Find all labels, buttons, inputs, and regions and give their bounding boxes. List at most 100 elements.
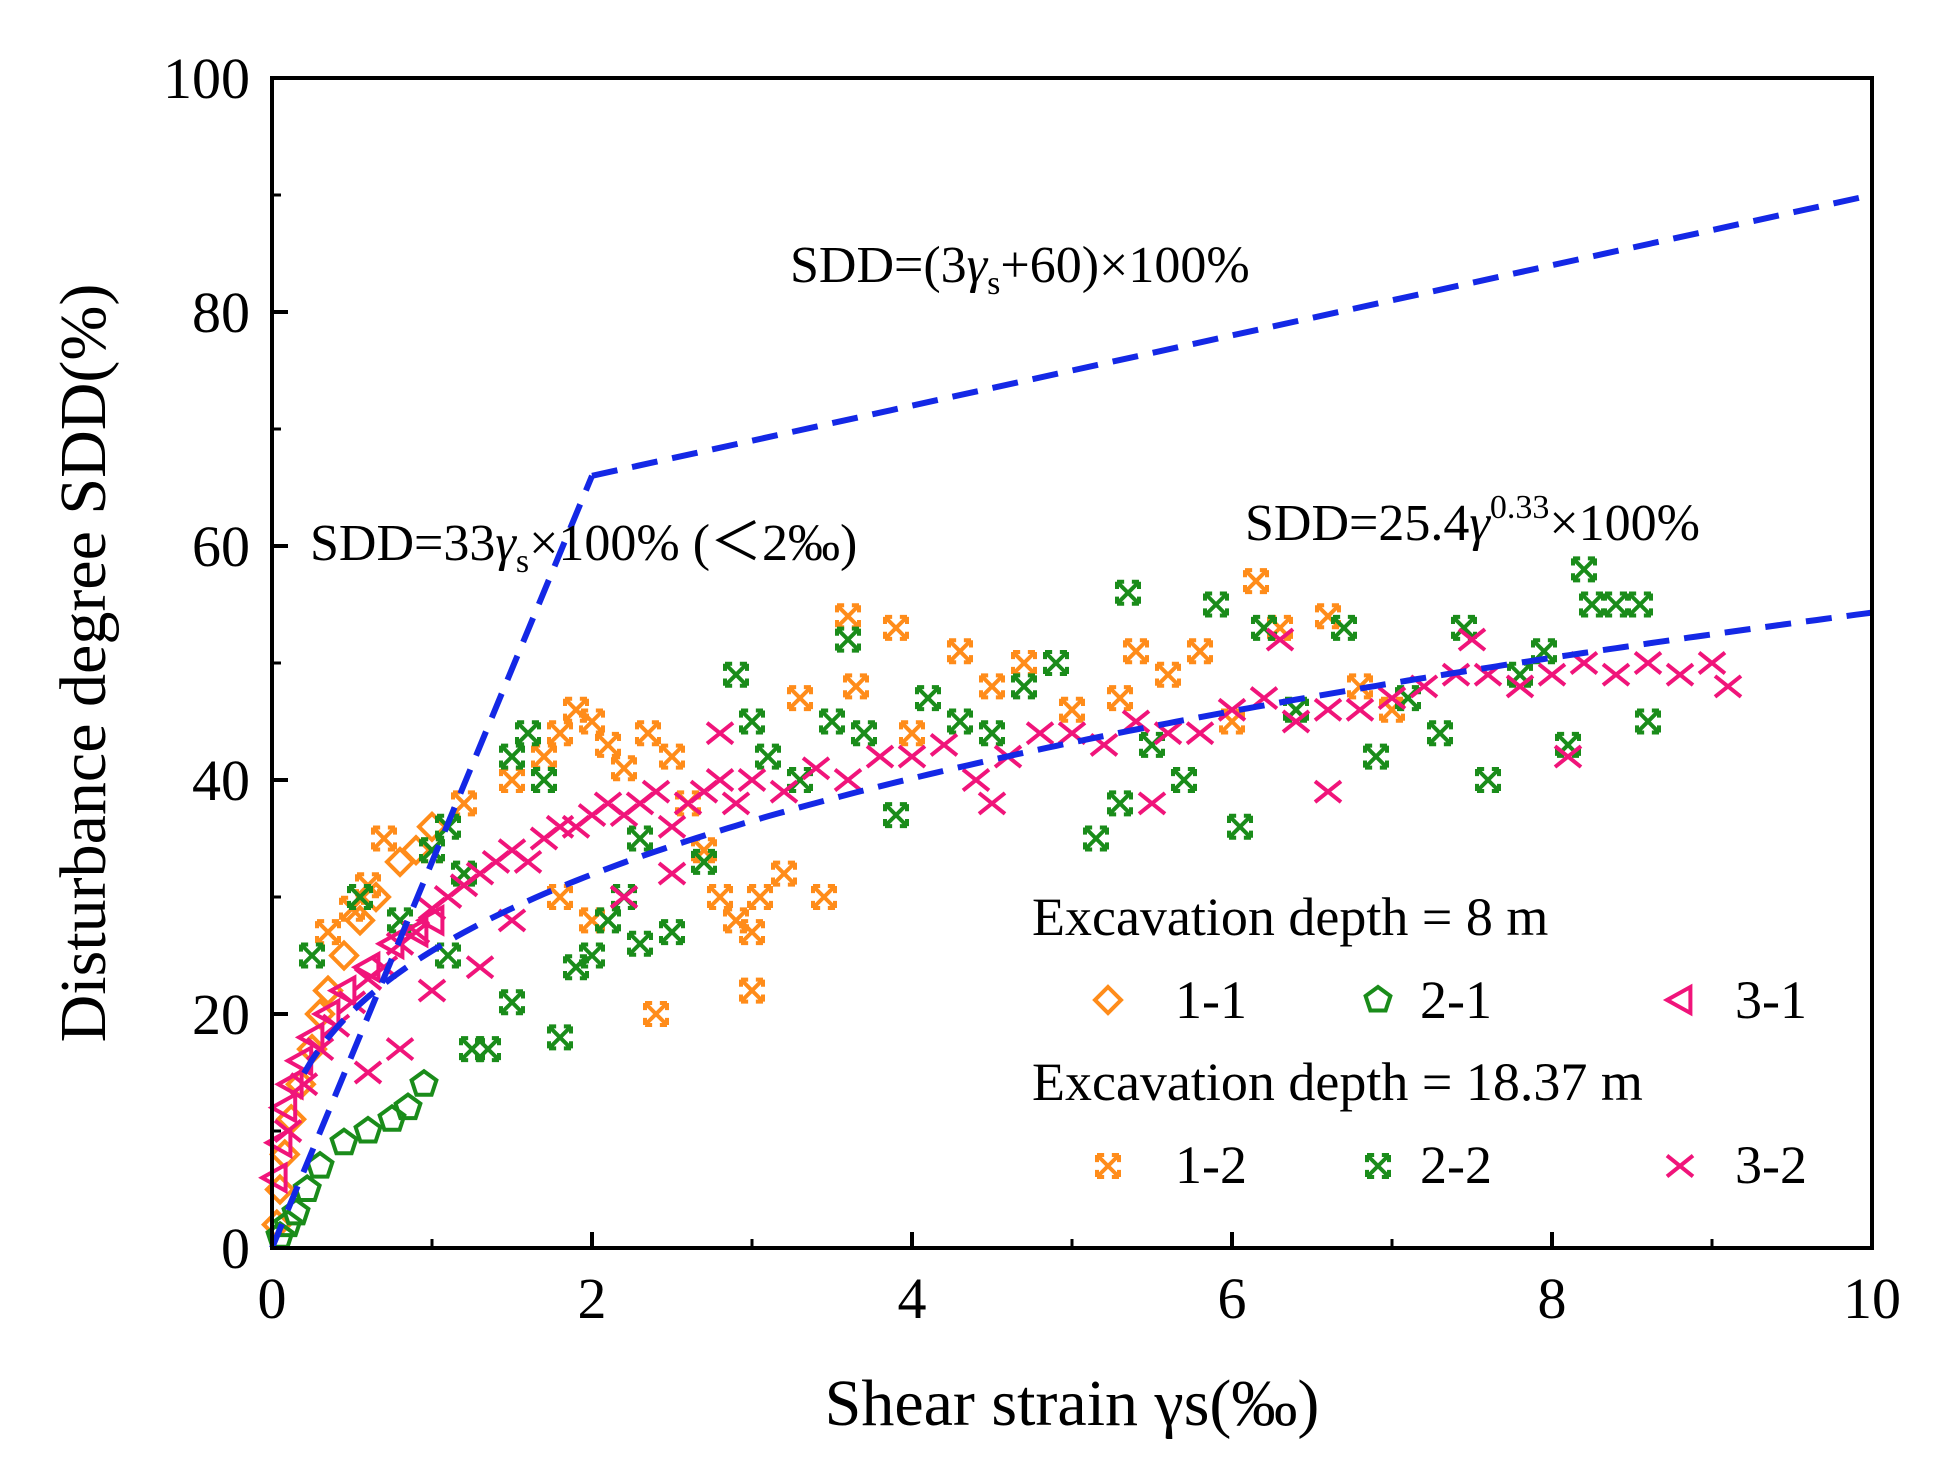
point-2-2-50 — [1571, 556, 1597, 583]
x-tick-label-0: 0 — [258, 1266, 287, 1331]
point-1-2-39 — [547, 884, 573, 910]
point-2-2-11 — [547, 1024, 573, 1051]
point-1-2-43 — [315, 919, 341, 946]
point-3-2-36 — [961, 768, 991, 792]
point-3-2-68 — [705, 721, 735, 746]
point-2-2-36 — [1171, 767, 1197, 793]
fit-line-power-fit — [301, 609, 1873, 1075]
point-2-1-7 — [377, 1103, 407, 1132]
point-2-1-1 — [273, 1209, 303, 1238]
point-2-2-51 — [1579, 591, 1605, 618]
point-3-2-35 — [929, 732, 959, 757]
point-3-2-65 — [353, 1060, 383, 1085]
point-1-1-8 — [328, 939, 360, 972]
points-layer — [258, 556, 1743, 1249]
legend-marker-2-2 — [1365, 1153, 1391, 1179]
point-1-2-26 — [1059, 696, 1085, 723]
point-2-2-32 — [1083, 825, 1109, 852]
legend-symbol-1-2 — [1095, 1153, 1121, 1179]
legend-marker-1-2 — [1095, 1153, 1121, 1179]
point-3-2-34 — [897, 744, 927, 769]
legend-group2-title: Excavation depth = 18.37 m — [1032, 1052, 1643, 1112]
point-3-2-72 — [1553, 744, 1583, 769]
legend-marker-1-1 — [1092, 984, 1124, 1016]
point-3-2-23 — [641, 779, 671, 804]
point-3-2-38 — [1025, 721, 1055, 746]
point-3-2-49 — [1377, 686, 1407, 711]
point-1-2-38 — [739, 977, 765, 1004]
point-3-2-0 — [273, 1119, 303, 1143]
point-2-1-3 — [292, 1174, 322, 1202]
point-2-2-17 — [659, 919, 685, 946]
y-tick-label-0: 0 — [221, 1216, 250, 1281]
legend-label-2-1: 2-1 — [1420, 970, 1492, 1030]
point-3-2-31 — [801, 756, 831, 781]
legend-label-1-2: 1-2 — [1175, 1135, 1247, 1195]
point-2-2-25 — [851, 720, 877, 747]
legend: Excavation depth = 8 m 1-1 2-1 3-1 Excav… — [1032, 887, 1807, 1195]
legend-marker-3-2 — [1665, 1154, 1695, 1178]
point-1-2-22 — [899, 720, 925, 747]
point-1-2-29 — [1155, 661, 1181, 688]
series-1-1 — [260, 810, 448, 1241]
point-3-2-48 — [1345, 697, 1375, 722]
point-2-2-39 — [1251, 614, 1277, 641]
series-2-2 — [299, 556, 1661, 1063]
point-2-2-52 — [1603, 591, 1629, 618]
annotation-linear-small: SDD=33γs×100% (＜2‰) — [310, 515, 857, 580]
point-1-2-37 — [643, 1001, 669, 1027]
annotation-power-fit: SDD=25.4γ0.33×100% — [1245, 489, 1700, 552]
point-1-2-14 — [739, 919, 765, 946]
point-3-2-56 — [1601, 662, 1631, 687]
point-3-2-59 — [1697, 651, 1727, 675]
point-3-2-29 — [737, 768, 767, 792]
y-tick-label-80: 80 — [192, 280, 250, 345]
point-2-2-44 — [1427, 720, 1453, 747]
point-2-2-29 — [979, 720, 1005, 747]
point-1-1-12 — [400, 834, 432, 867]
point-2-2-26 — [883, 802, 909, 829]
point-2-2-8 — [499, 743, 525, 770]
point-3-2-70 — [1137, 791, 1167, 816]
y-tick-label-20: 20 — [192, 982, 250, 1047]
point-1-2-17 — [787, 685, 813, 712]
point-1-2-12 — [707, 884, 733, 910]
point-2-2-19 — [723, 661, 749, 688]
point-2-2-37 — [1203, 591, 1229, 618]
point-3-2-60 — [1713, 674, 1743, 699]
legend-label-2-2: 2-2 — [1420, 1135, 1492, 1195]
series-2-1 — [265, 1068, 439, 1249]
legend-label-3-1: 3-1 — [1735, 970, 1807, 1030]
point-2-2-0 — [299, 942, 325, 969]
point-2-2-30 — [1011, 673, 1037, 700]
fit-lines-layer — [269, 192, 1873, 1250]
point-1-2-25 — [1011, 650, 1037, 676]
point-3-2-74 — [1457, 627, 1487, 652]
point-3-2-30 — [769, 779, 799, 804]
point-1-2-19 — [835, 603, 861, 630]
point-3-1-8 — [350, 950, 381, 984]
point-1-2-20 — [843, 673, 869, 700]
point-3-2-46 — [1281, 709, 1311, 734]
legend-label-3-2: 3-2 — [1735, 1135, 1807, 1195]
point-3-1-2 — [267, 1091, 298, 1124]
point-1-2-34 — [1315, 603, 1341, 630]
series-3-2 — [273, 627, 1743, 1143]
point-2-2-42 — [1363, 743, 1389, 770]
x-tick-label-10: 10 — [1843, 1266, 1901, 1331]
point-2-2-54 — [1635, 708, 1661, 735]
point-1-2-13 — [723, 907, 749, 934]
point-3-2-27 — [705, 768, 735, 792]
point-1-2-1 — [499, 767, 525, 793]
point-3-2-58 — [1665, 662, 1695, 687]
x-tick-label-6: 6 — [1218, 1266, 1247, 1331]
legend-symbol-2-2 — [1365, 1153, 1391, 1179]
point-3-2-73 — [1265, 627, 1295, 652]
point-2-2-55 — [499, 989, 525, 1016]
point-2-1-5 — [329, 1127, 359, 1156]
fit-line-linear-large-strain — [591, 192, 1873, 479]
point-1-2-23 — [947, 638, 973, 665]
ticks-layer — [270, 76, 1874, 1250]
